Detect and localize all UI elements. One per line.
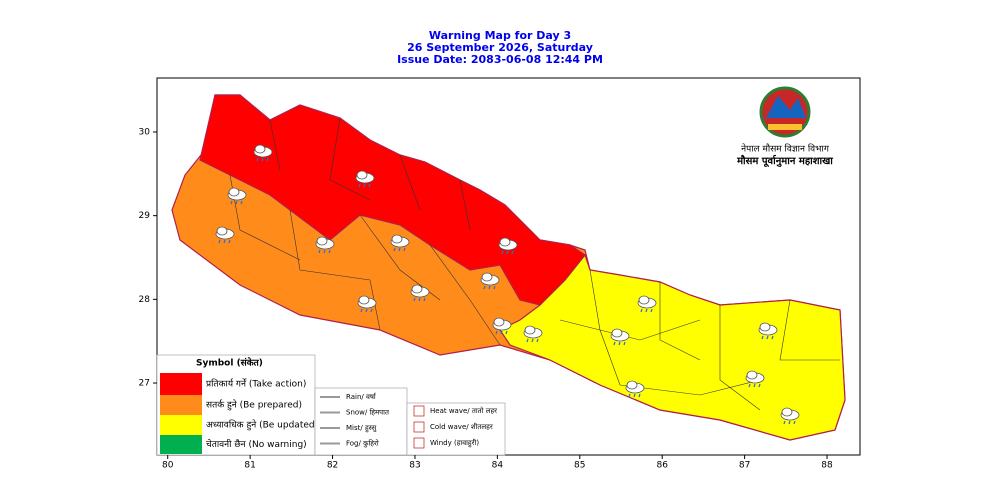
symbol-label: Heat wave/ तातो लहर: [430, 406, 497, 415]
x-tick-label: 87: [739, 461, 750, 471]
legend-swatch: [160, 435, 202, 454]
symbol-label: Mist/ हुस्सु: [346, 424, 377, 433]
x-tick-label: 88: [821, 461, 833, 471]
x-tick-label: 84: [492, 461, 504, 471]
symbol-label: Rain/ वर्षा: [346, 392, 377, 401]
logo-text: नेपाल मौसम विज्ञान विभाग: [741, 143, 830, 155]
x-tick-label: 81: [244, 461, 255, 471]
x-tick-label: 82: [327, 461, 338, 471]
symbol-icon: [413, 421, 425, 433]
legend: Symbol (संकेत) प्रतिकार्य गर्नें (Take a…: [156, 354, 318, 456]
legend-swatch: [160, 373, 202, 395]
legend-label: चेतावनी छैन (No warning): [206, 438, 307, 450]
symbol-icon: [413, 437, 425, 449]
legend-label: प्रतिकार्य गर्नें (Take action): [206, 378, 306, 390]
symbol-label: Fog/ कुहिरो: [346, 439, 379, 448]
symbol-table: Rain/ वर्षा Snow/ हिमपात Mist/ हुस्सु Fog/ …: [314, 387, 506, 456]
y-tick-label: 27: [139, 379, 150, 389]
x-tick-label: 86: [656, 461, 668, 471]
map-frame: [156, 77, 861, 456]
title-line: 26 September 2026, Saturday: [407, 41, 593, 54]
legend-title: Symbol (संकेत): [196, 357, 263, 369]
district-borders: [229, 117, 840, 411]
legend-label: अध्यावधिक हुने (Be updated): [206, 419, 318, 431]
nepal-map: [171, 94, 846, 441]
y-tick-label: 29: [139, 211, 151, 221]
logo: नेपाल मौसम विज्ञान विभाग मौसम पूर्वानुमा…: [736, 86, 833, 168]
legend-swatch: [160, 395, 202, 415]
y-tick-label: 28: [139, 295, 151, 305]
symbol-label: Windy (हावाहुरी): [430, 438, 479, 448]
x-tick-label: 80: [162, 461, 174, 471]
title-line: Warning Map for Day 3: [429, 29, 571, 42]
symbol-label: Snow/ हिमपात: [346, 408, 390, 417]
x-tick-label: 85: [574, 461, 585, 471]
y-tick-label: 30: [139, 127, 151, 137]
region-red: [199, 94, 586, 306]
x-tick-label: 83: [409, 461, 420, 471]
legend-label: सतर्क हुने (Be prepared): [206, 399, 302, 411]
region-yellow: [499, 253, 846, 441]
title-line: Issue Date: 2083-06-08 12:44 PM: [397, 53, 603, 66]
logo-text: मौसम पूर्वानुमान महाशाखा: [736, 154, 833, 168]
symbol-icon: [413, 405, 425, 417]
legend-swatch: [160, 415, 202, 435]
symbol-label: Cold wave/ शीतलहर: [430, 422, 493, 431]
